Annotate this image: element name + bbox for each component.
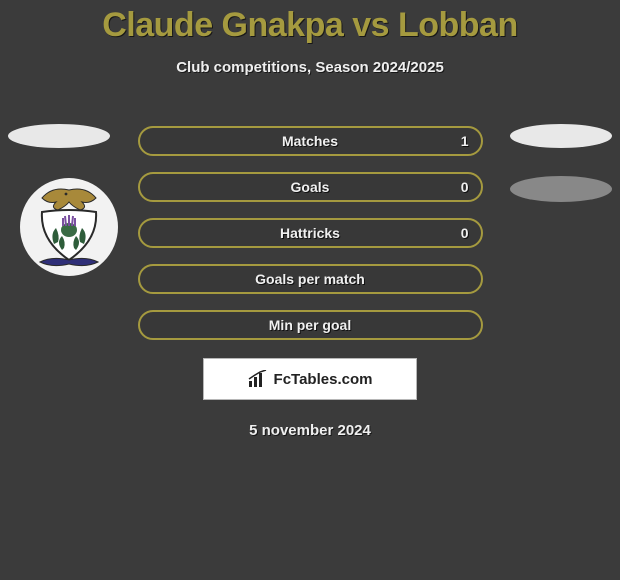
brand-text: FcTables.com: [274, 371, 373, 388]
stat-label: Matches: [282, 133, 338, 149]
club-crest-graphic: [32, 184, 106, 270]
player-badge-right-2: [510, 176, 612, 202]
player-badge-left: [8, 124, 110, 148]
player-badge-right-1: [510, 124, 612, 148]
stat-value: 0: [461, 225, 469, 241]
page-title: Claude Gnakpa vs Lobban: [0, 0, 620, 45]
brand-box[interactable]: FcTables.com: [203, 358, 417, 400]
stat-row-min-per-goal: Min per goal: [138, 310, 483, 340]
stat-label: Goals: [291, 179, 330, 195]
footer-date: 5 november 2024: [0, 422, 620, 439]
stat-row-goals-per-match: Goals per match: [138, 264, 483, 294]
chart-icon: [248, 370, 268, 388]
stat-row-hattricks: Hattricks 0: [138, 218, 483, 248]
stat-value: 0: [461, 179, 469, 195]
stat-label: Hattricks: [280, 225, 340, 241]
stat-row-matches: Matches 1: [138, 126, 483, 156]
stat-row-goals: Goals 0: [138, 172, 483, 202]
stat-label: Min per goal: [269, 317, 351, 333]
subtitle: Club competitions, Season 2024/2025: [0, 59, 620, 76]
club-crest: [20, 178, 118, 276]
stat-value: 1: [461, 133, 469, 149]
stat-label: Goals per match: [255, 271, 365, 287]
